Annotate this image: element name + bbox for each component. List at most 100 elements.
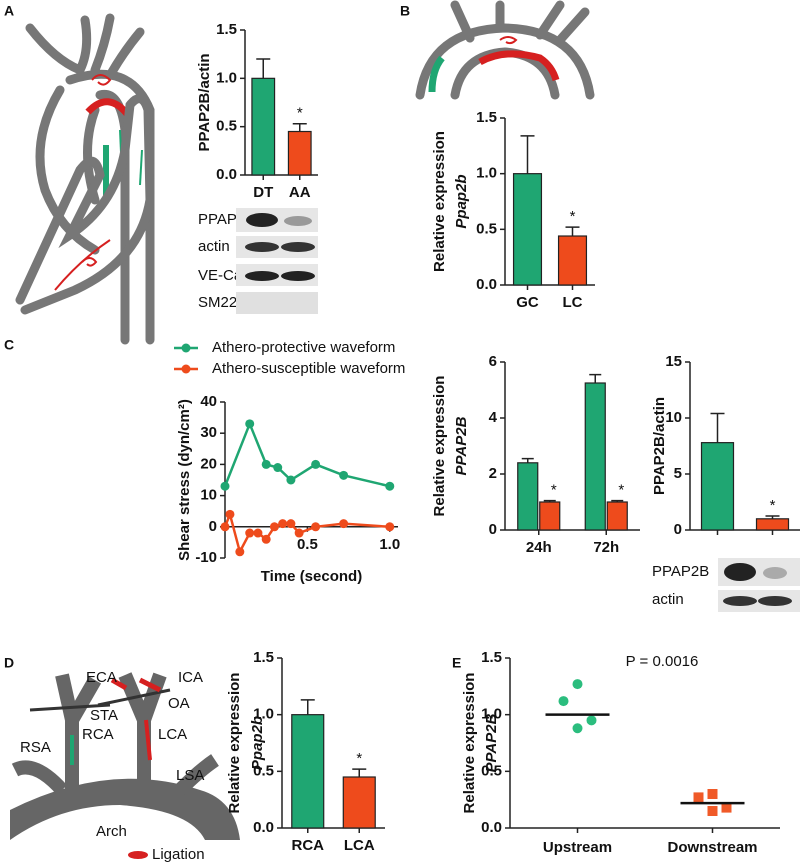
line: [223, 420, 391, 488]
error-bar: [765, 515, 780, 519]
point: [269, 522, 279, 532]
y-axis-label: PPAP2B: [483, 713, 500, 772]
blot-label: actin: [198, 238, 230, 255]
y-tick-label: 5: [674, 465, 682, 482]
vessel-label: RSA: [20, 739, 51, 756]
y-tick-label: 0.5: [476, 220, 497, 237]
error-bar: [300, 699, 315, 715]
point: [273, 463, 283, 473]
y-tick-label: 15: [665, 353, 682, 370]
point: [311, 522, 321, 532]
point: [693, 792, 704, 803]
y-tick-label: 0.5: [481, 762, 502, 779]
error-bar: [521, 457, 534, 463]
vessel-label: LSA: [176, 767, 204, 784]
x-tick-label: GC: [516, 294, 539, 311]
y-tick-label: 1.0: [216, 69, 237, 86]
bar: [606, 501, 628, 531]
y-tick-label: 1.5: [481, 649, 502, 666]
point: [586, 715, 597, 726]
x-tick-label: DT: [253, 184, 273, 201]
y-axis-label: Relative expression: [461, 673, 478, 814]
annotation: *: [770, 497, 776, 514]
vessel-label: LCA: [158, 726, 187, 743]
legend-label: Athero-susceptible waveform: [212, 360, 405, 377]
blot-label: actin: [652, 591, 684, 608]
y-axis-label: PPAP2B/actin: [196, 53, 213, 151]
point: [261, 534, 271, 544]
point: [572, 723, 583, 734]
aorta-diagram: [25, 13, 155, 345]
y-tick-label: 1.5: [216, 21, 237, 38]
point: [572, 679, 583, 690]
y-tick-label: 0: [489, 521, 497, 538]
point: [385, 522, 395, 532]
point: [339, 519, 349, 529]
error-bar: [710, 412, 725, 443]
point: [311, 459, 321, 469]
y-tick-label: 1.5: [253, 649, 274, 666]
y-tick-label: 1.0: [476, 165, 497, 182]
x-tick-label: 24h: [526, 539, 552, 556]
blot-label: PPAP2B: [652, 563, 709, 580]
error-bar: [292, 123, 307, 132]
error-bar: [565, 226, 580, 237]
ligation-diagram: ECA ICA STA OA RCA LCA RSA LSA Arch Liga…: [10, 669, 240, 863]
y-axis-label: Ppap2b: [249, 716, 266, 770]
panel-label: D: [4, 655, 14, 671]
bar: [517, 462, 539, 531]
y-tick-label: 0.5: [253, 762, 274, 779]
panel-label: E: [452, 655, 461, 671]
point: [245, 528, 255, 538]
panel-label: C: [4, 337, 14, 353]
y-tick-label: 0.0: [253, 819, 274, 836]
y-tick-label: 30: [200, 424, 217, 441]
y-axis-label: Shear stress (dyn/cm²): [176, 399, 193, 561]
y-tick-label: 2: [489, 465, 497, 482]
x-tick-label: Upstream: [543, 839, 612, 856]
y-tick-label: 40: [200, 393, 217, 410]
y-tick-label: 1.5: [476, 109, 497, 126]
vessel-label: ECA: [86, 669, 117, 686]
annotation: P = 0.0016: [626, 653, 699, 670]
x-tick-label: AA: [289, 184, 311, 201]
point: [286, 519, 296, 529]
vessel-label: OA: [168, 695, 190, 712]
y-tick-label: 20: [200, 455, 217, 472]
vessel-label: Arch: [96, 823, 127, 840]
error-bar: [589, 373, 602, 383]
x-tick-label: LC: [563, 294, 583, 311]
annotation: *: [297, 105, 303, 122]
annotation: *: [570, 208, 576, 225]
y-tick-label: 0: [209, 518, 217, 535]
y-tick-label: 6: [489, 353, 497, 370]
bar: [755, 518, 790, 531]
x-tick-label: 0.5: [297, 536, 318, 553]
y-axis-label: Ppap2b: [453, 174, 470, 228]
y-tick-label: 0.5: [216, 118, 237, 135]
y-tick-label: -10: [195, 549, 217, 566]
point: [235, 547, 245, 557]
x-tick-label: LCA: [344, 837, 375, 854]
y-tick-label: 0.0: [216, 166, 237, 183]
x-tick-label: 1.0: [379, 536, 400, 553]
point: [385, 481, 395, 491]
point: [707, 806, 718, 816]
legend-marker: [181, 364, 191, 374]
bar: [584, 382, 606, 531]
point: [225, 509, 235, 519]
point: [261, 459, 271, 469]
y-tick-label: 10: [665, 409, 682, 426]
annotation: *: [356, 750, 362, 767]
annotation: *: [618, 482, 624, 499]
point: [220, 522, 230, 532]
bar: [557, 235, 588, 286]
point: [707, 789, 718, 799]
point: [220, 481, 230, 491]
bar: [342, 776, 376, 829]
y-tick-label: 1.0: [481, 706, 502, 723]
point: [245, 419, 255, 429]
legend-label: Athero-protective waveform: [212, 339, 395, 356]
bar: [700, 442, 735, 531]
